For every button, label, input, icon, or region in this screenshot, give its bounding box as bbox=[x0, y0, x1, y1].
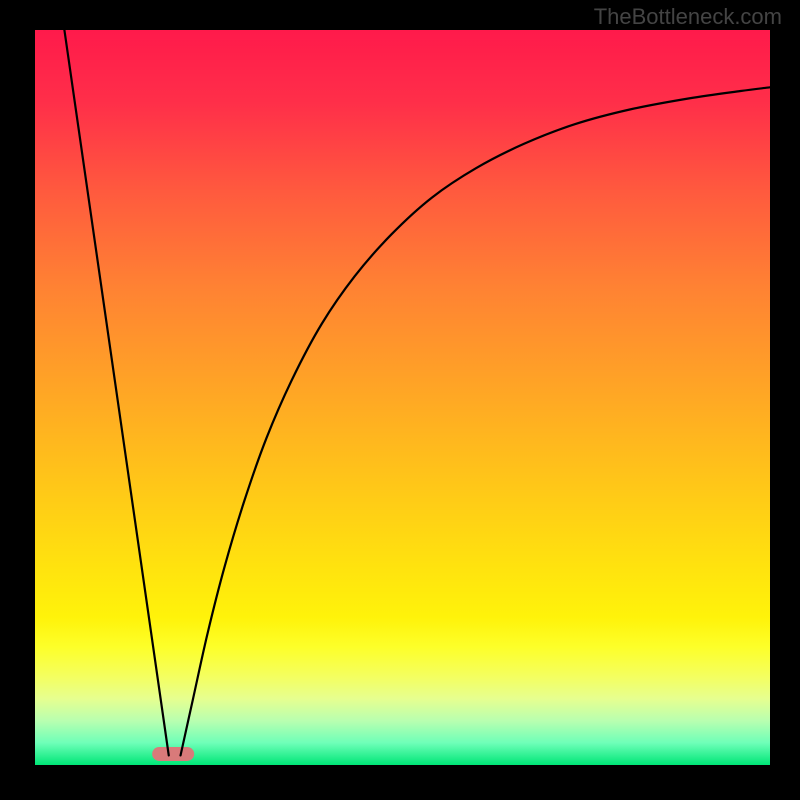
watermark-text: TheBottleneck.com bbox=[594, 4, 782, 30]
bottleneck-chart: TheBottleneck.com bbox=[0, 0, 800, 800]
chart-svg bbox=[0, 0, 800, 800]
